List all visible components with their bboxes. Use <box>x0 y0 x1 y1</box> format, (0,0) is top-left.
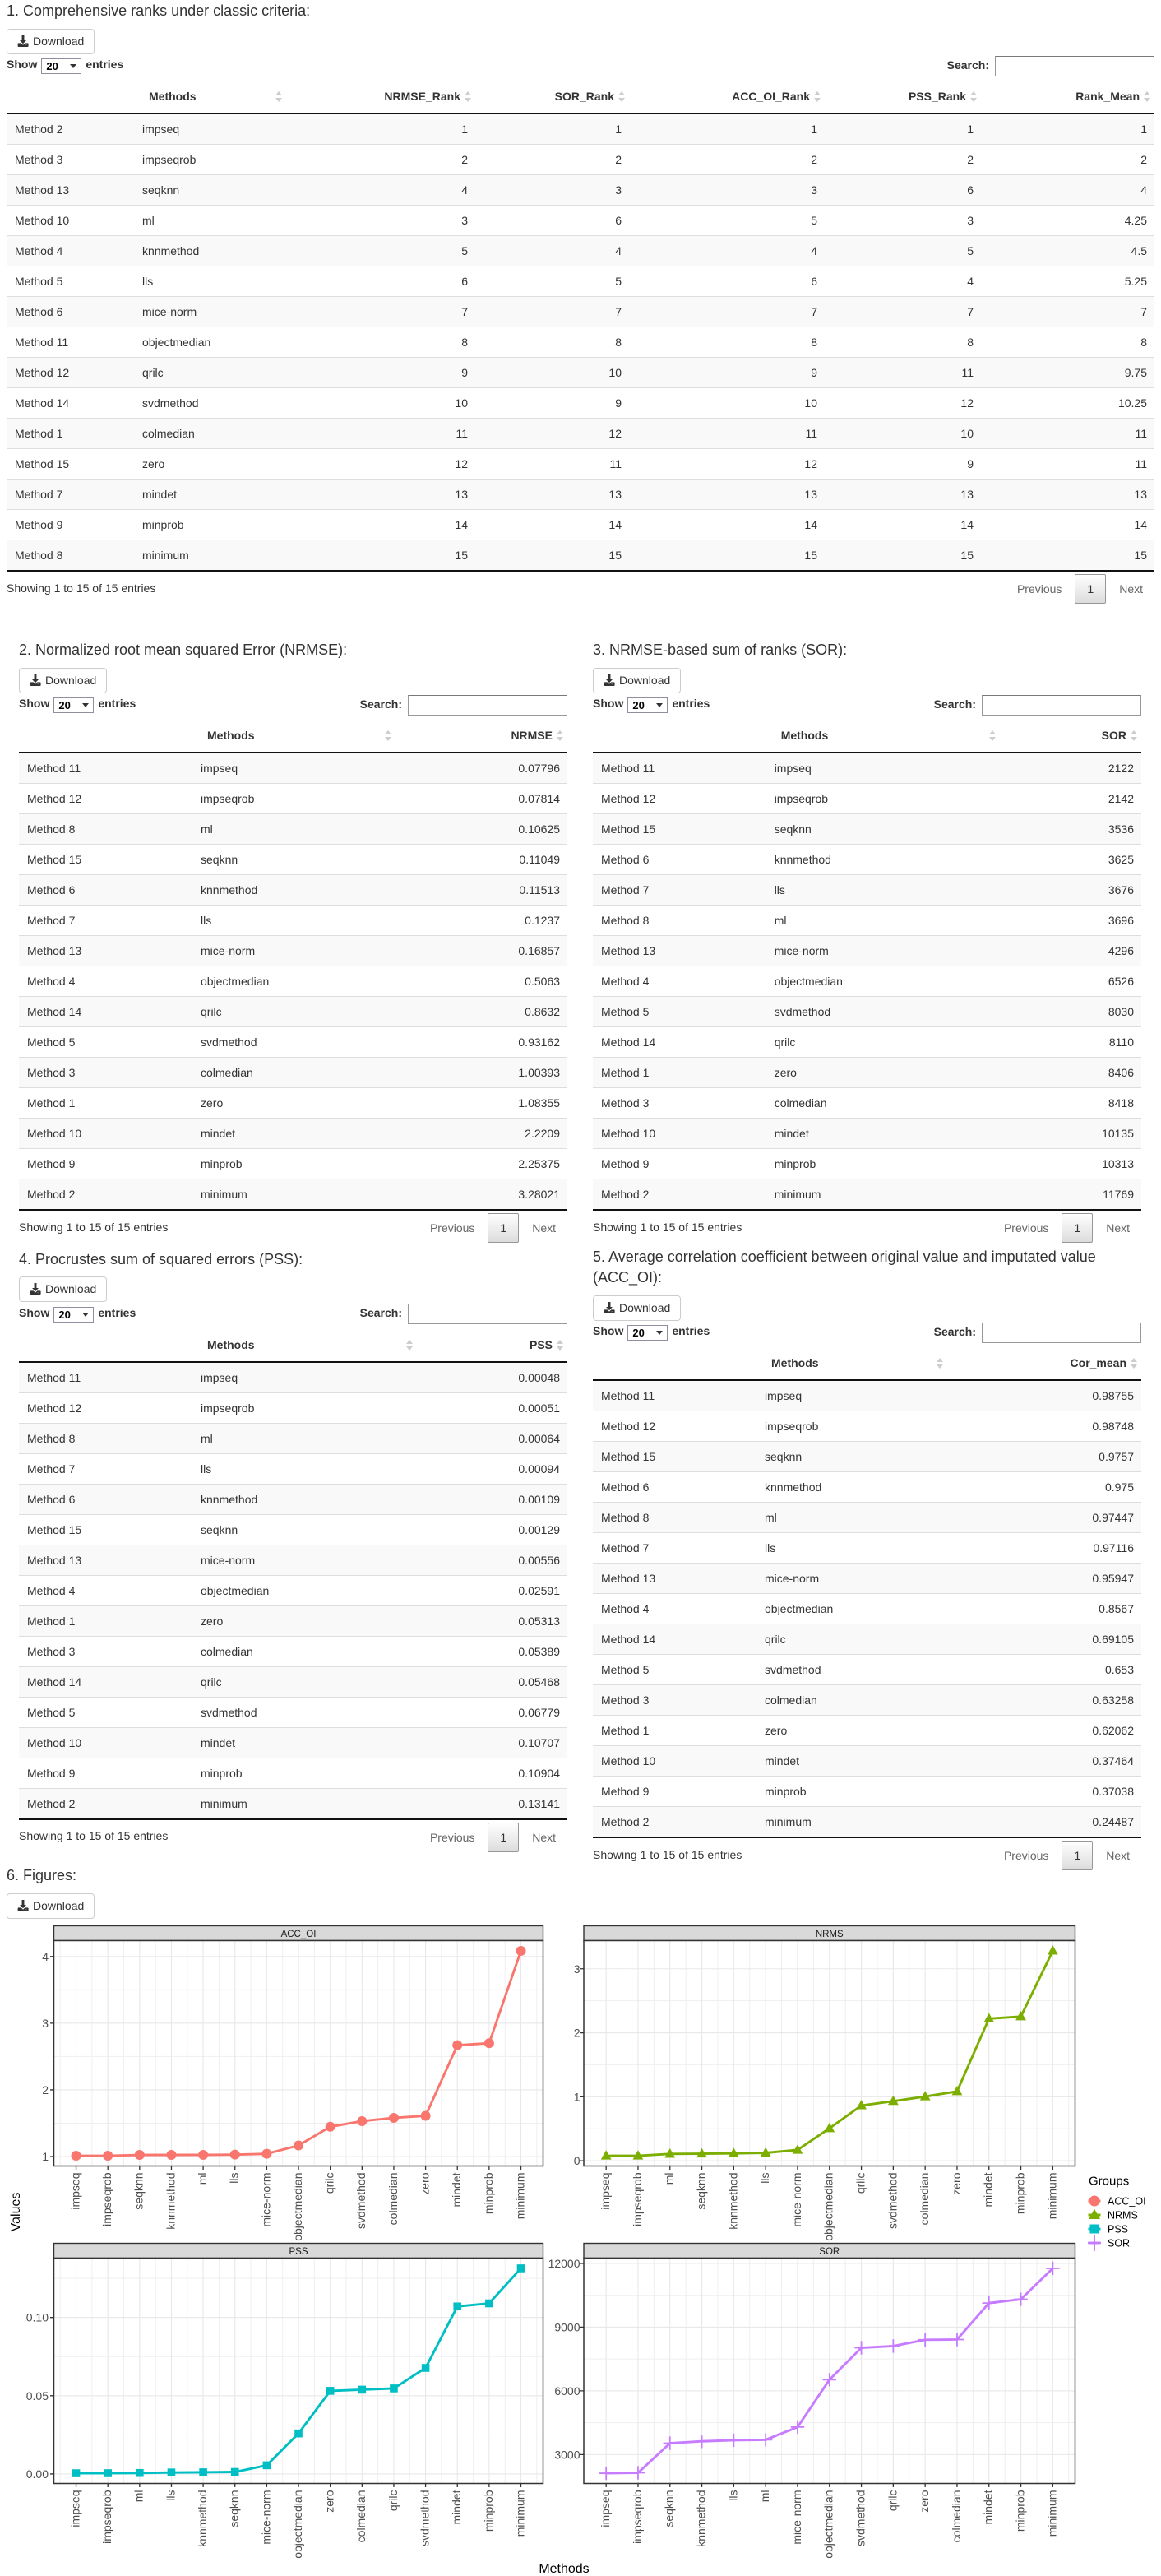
svg-text:2: 2 <box>574 2027 580 2040</box>
svg-text:qrilc: qrilc <box>853 2173 867 2194</box>
svg-text:impseq: impseq <box>599 2490 612 2527</box>
svg-text:Values: Values <box>9 2193 23 2232</box>
svg-text:seqknn: seqknn <box>694 2173 707 2210</box>
svg-text:minimum: minimum <box>513 2490 526 2537</box>
svg-text:ml: ml <box>196 2173 209 2185</box>
svg-text:objectmedian: objectmedian <box>822 2173 835 2241</box>
svg-text:NRMS: NRMS <box>1108 2210 1138 2222</box>
svg-text:seqknn: seqknn <box>132 2173 146 2210</box>
svg-text:SOR: SOR <box>1108 2238 1130 2249</box>
svg-text:6000: 6000 <box>554 2384 580 2398</box>
svg-text:0: 0 <box>574 2154 580 2167</box>
svg-text:PSS: PSS <box>1108 2224 1128 2235</box>
svg-text:zero: zero <box>418 2172 431 2194</box>
svg-text:zero: zero <box>918 2490 931 2512</box>
svg-text:Groups: Groups <box>1089 2175 1129 2189</box>
svg-text:3: 3 <box>42 2017 49 2030</box>
svg-text:impseqrob: impseqrob <box>631 2172 644 2226</box>
svg-text:mice-norm: mice-norm <box>259 2490 272 2545</box>
svg-text:minprob: minprob <box>1013 2172 1026 2214</box>
svg-text:3: 3 <box>574 1962 580 1976</box>
svg-text:objectmedian: objectmedian <box>291 2173 304 2241</box>
svg-text:4: 4 <box>42 1950 49 1963</box>
svg-text:minimum: minimum <box>1045 2490 1058 2537</box>
svg-text:knnmethod: knnmethod <box>164 2173 177 2230</box>
svg-text:knnmethod: knnmethod <box>694 2490 707 2547</box>
svg-text:PSS: PSS <box>289 2247 308 2257</box>
svg-text:lls: lls <box>164 2490 177 2501</box>
svg-text:qrilc: qrilc <box>386 2490 400 2512</box>
svg-text:lls: lls <box>228 2173 241 2184</box>
svg-text:svdmethod: svdmethod <box>354 2173 368 2229</box>
svg-text:ACC_OI: ACC_OI <box>281 1930 317 1939</box>
svg-text:impseq: impseq <box>68 2490 81 2527</box>
svg-text:mice-norm: mice-norm <box>790 2490 803 2545</box>
svg-text:seqknn: seqknn <box>663 2490 676 2527</box>
svg-text:ml: ml <box>758 2490 771 2503</box>
svg-text:ml: ml <box>132 2490 146 2503</box>
svg-text:objectmedian: objectmedian <box>822 2490 835 2559</box>
svg-text:NRMS: NRMS <box>816 1930 844 1939</box>
svg-text:SOR: SOR <box>819 2247 840 2257</box>
svg-text:3000: 3000 <box>554 2448 580 2461</box>
svg-text:minprob: minprob <box>1013 2490 1026 2532</box>
svg-text:0.10: 0.10 <box>26 2311 49 2324</box>
svg-text:minimum: minimum <box>1045 2173 1058 2220</box>
svg-text:mice-norm: mice-norm <box>259 2173 272 2227</box>
svg-text:colmedian: colmedian <box>950 2490 963 2543</box>
svg-text:knnmethod: knnmethod <box>196 2490 209 2547</box>
svg-text:mindet: mindet <box>982 2490 995 2524</box>
svg-text:mindet: mindet <box>450 2490 463 2524</box>
svg-text:zero: zero <box>950 2172 963 2194</box>
svg-text:ACC_OI: ACC_OI <box>1108 2196 1146 2208</box>
svg-text:minimum: minimum <box>513 2173 526 2220</box>
svg-text:minprob: minprob <box>482 2172 495 2214</box>
svg-text:0.00: 0.00 <box>26 2467 49 2481</box>
svg-text:impseqrob: impseqrob <box>100 2172 113 2226</box>
svg-text:impseq: impseq <box>68 2173 81 2210</box>
svg-text:9000: 9000 <box>554 2320 580 2333</box>
svg-text:impseqrob: impseqrob <box>100 2490 113 2544</box>
svg-text:1: 1 <box>574 2090 580 2103</box>
svg-text:0.05: 0.05 <box>26 2389 49 2402</box>
svg-text:impseqrob: impseqrob <box>631 2490 644 2544</box>
svg-text:Methods: Methods <box>539 2562 589 2576</box>
svg-text:objectmedian: objectmedian <box>291 2490 304 2559</box>
svg-text:12000: 12000 <box>548 2257 580 2270</box>
svg-text:svdmethod: svdmethod <box>853 2490 867 2546</box>
svg-text:colmedian: colmedian <box>918 2173 931 2226</box>
svg-text:impseq: impseq <box>599 2173 612 2210</box>
svg-text:seqknn: seqknn <box>228 2490 241 2527</box>
svg-text:ml: ml <box>663 2173 676 2185</box>
svg-text:1: 1 <box>42 2150 49 2163</box>
svg-text:lls: lls <box>758 2173 771 2184</box>
svg-text:mice-norm: mice-norm <box>790 2173 803 2227</box>
svg-text:zero: zero <box>323 2490 336 2512</box>
svg-text:svdmethod: svdmethod <box>886 2173 899 2229</box>
svg-text:knnmethod: knnmethod <box>726 2173 739 2230</box>
svg-text:qrilc: qrilc <box>323 2173 336 2194</box>
svg-text:colmedian: colmedian <box>386 2173 400 2226</box>
svg-text:mindet: mindet <box>450 2172 463 2207</box>
svg-text:svdmethod: svdmethod <box>418 2490 431 2546</box>
svg-text:minprob: minprob <box>482 2490 495 2532</box>
svg-text:colmedian: colmedian <box>354 2490 368 2543</box>
svg-text:2: 2 <box>42 2083 49 2096</box>
svg-text:lls: lls <box>726 2490 739 2501</box>
svg-text:qrilc: qrilc <box>886 2490 899 2512</box>
svg-text:mindet: mindet <box>982 2172 995 2207</box>
